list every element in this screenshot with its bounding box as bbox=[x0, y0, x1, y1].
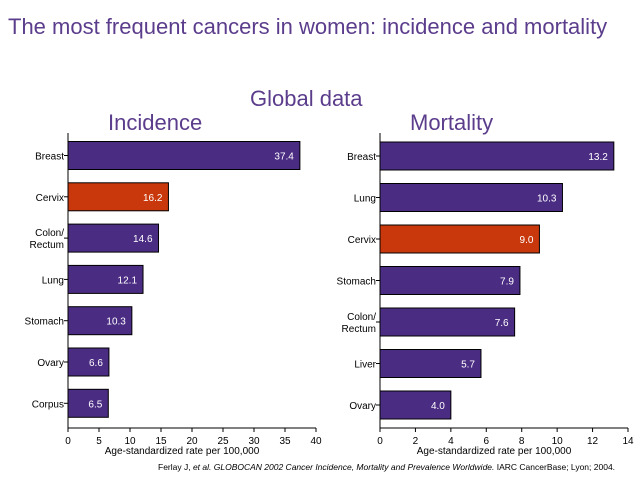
incidence-x-tick-label: 10 bbox=[124, 436, 136, 447]
mortality-bar bbox=[379, 349, 482, 378]
mortality-value-label: 5.7 bbox=[461, 360, 475, 371]
mortality-category-label-line: Cervix bbox=[348, 235, 376, 246]
mortality-category-label-line: Rectum bbox=[342, 324, 376, 335]
mortality-x-tick-label: 0 bbox=[377, 436, 383, 447]
incidence-x-tick-label: 30 bbox=[248, 436, 260, 447]
incidence-x-axis-label: Age-standardized rate per 100,000 bbox=[105, 446, 260, 457]
mortality-x-tick-label: 6 bbox=[484, 436, 490, 447]
mortality-value-label: 9.0 bbox=[520, 235, 534, 246]
citation-source: IARC CancerBase; Lyon; 2004. bbox=[494, 462, 616, 472]
mortality-x-tick-label: 10 bbox=[552, 436, 564, 447]
mortality-value-label: 7.9 bbox=[500, 277, 514, 288]
citation-etal: et al. bbox=[192, 462, 214, 472]
mortality-category-label-line: Colon/ bbox=[347, 312, 376, 323]
incidence-x-tick-label: 20 bbox=[186, 436, 198, 447]
mortality-bar bbox=[379, 307, 516, 337]
incidence-x-tick-label: 5 bbox=[96, 436, 102, 447]
incidence-category-label: Colon/Rectum bbox=[30, 228, 65, 251]
incidence-category-label: Breast bbox=[35, 152, 64, 163]
mortality-value-label: 13.2 bbox=[588, 152, 608, 163]
mortality-bar bbox=[379, 224, 540, 254]
incidence-x-tick-label: 25 bbox=[217, 436, 229, 447]
incidence-category-label-line: Lung bbox=[42, 275, 64, 286]
citation-work: GLOBOCAN 2002 Cancer Incidence, Mortalit… bbox=[213, 462, 495, 472]
incidence-bar bbox=[67, 347, 110, 377]
mortality-x-tick-label: 4 bbox=[448, 436, 454, 447]
mortality-bar bbox=[379, 183, 563, 212]
citation: Ferlay J, et al. GLOBOCAN 2002 Cancer In… bbox=[158, 462, 615, 472]
incidence-category-label-line: Rectum bbox=[30, 240, 64, 251]
incidence-x-tick-label: 35 bbox=[279, 436, 291, 447]
slide-title: The most frequent cancers in women: inci… bbox=[8, 14, 608, 39]
incidence-category-label-line: Colon/ bbox=[35, 228, 64, 239]
incidence-value-label: 14.6 bbox=[133, 234, 153, 245]
mortality-x-tick-label: 14 bbox=[622, 436, 634, 447]
incidence-bar bbox=[67, 141, 301, 170]
mortality-category-label-line: Stomach bbox=[337, 277, 376, 288]
mortality-category-label: Lung bbox=[354, 194, 376, 205]
mortality-category-label-line: Ovary bbox=[349, 401, 376, 412]
mortality-value-label: 4.0 bbox=[431, 401, 445, 412]
mortality-bar bbox=[379, 266, 521, 295]
incidence-value-label: 6.5 bbox=[88, 399, 102, 410]
mortality-chart-title: Mortality bbox=[410, 110, 494, 135]
mortality-x-tick-label: 8 bbox=[519, 436, 525, 447]
incidence-category-label-line: Corpus bbox=[32, 399, 64, 410]
mortality-x-tick-label: 2 bbox=[413, 436, 419, 447]
incidence-category-label: Lung bbox=[42, 275, 64, 286]
mortality-value-label: 10.3 bbox=[537, 194, 557, 205]
incidence-category-label-line: Ovary bbox=[37, 358, 64, 369]
mortality-category-label: Liver bbox=[354, 360, 376, 371]
incidence-chart-title: Incidence bbox=[108, 110, 203, 135]
incidence-category-label-line: Breast bbox=[35, 152, 64, 163]
citation-authors: Ferlay J, bbox=[158, 462, 193, 472]
incidence-bar bbox=[67, 306, 133, 336]
mortality-bar bbox=[379, 390, 452, 420]
mortality-category-label-line: Lung bbox=[354, 194, 376, 205]
slide-subtitle: Global data bbox=[250, 86, 363, 111]
mortality-x-tick-label: 12 bbox=[587, 436, 599, 447]
incidence-category-label-line: Stomach bbox=[25, 317, 64, 328]
mortality-category-label-line: Liver bbox=[354, 360, 376, 371]
incidence-x-tick-label: 40 bbox=[310, 436, 322, 447]
incidence-category-label-line: Cervix bbox=[36, 193, 64, 204]
incidence-category-label: Stomach bbox=[25, 317, 64, 328]
mortality-category-label: Breast bbox=[347, 152, 376, 163]
incidence-x-tick-label: 15 bbox=[155, 436, 167, 447]
mortality-x-axis-label: Age-standardized rate per 100,000 bbox=[417, 446, 572, 457]
incidence-x-tick-label: 0 bbox=[65, 436, 71, 447]
incidence-bar bbox=[67, 388, 109, 418]
incidence-bar bbox=[67, 264, 144, 294]
incidence-value-label: 16.2 bbox=[143, 193, 163, 204]
incidence-category-label: Corpus bbox=[32, 399, 64, 410]
incidence-value-label: 10.3 bbox=[106, 317, 126, 328]
incidence-category-label: Ovary bbox=[37, 358, 64, 369]
mortality-category-label: Stomach bbox=[337, 277, 376, 288]
incidence-value-label: 37.4 bbox=[274, 152, 294, 163]
incidence-value-label: 6.6 bbox=[89, 358, 103, 369]
incidence-category-label: Cervix bbox=[36, 193, 64, 204]
mortality-category-label: Colon/Rectum bbox=[342, 312, 377, 335]
mortality-value-label: 7.6 bbox=[495, 318, 509, 329]
mortality-category-label-line: Breast bbox=[347, 152, 376, 163]
incidence-bar bbox=[67, 182, 169, 212]
mortality-category-label: Cervix bbox=[348, 235, 376, 246]
mortality-category-label: Ovary bbox=[349, 401, 376, 412]
incidence-value-label: 12.1 bbox=[118, 275, 138, 286]
mortality-bar bbox=[379, 141, 615, 171]
incidence-bar bbox=[67, 223, 160, 253]
